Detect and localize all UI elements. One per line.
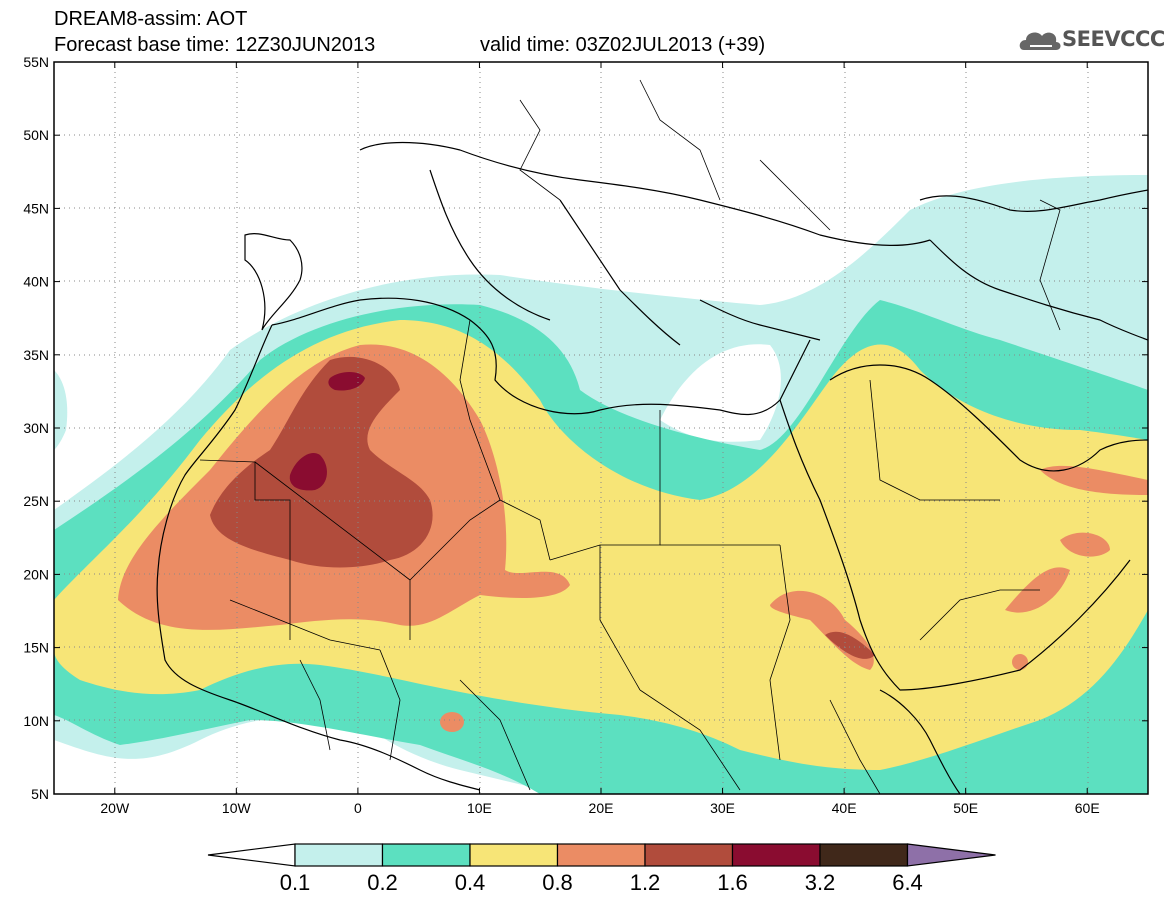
lon-tick-label: 0: [354, 800, 362, 816]
lon-tick-label: 40E: [832, 800, 857, 816]
lat-tick-label: 45N: [23, 200, 49, 216]
colorbar-label: 1.2: [630, 870, 661, 895]
lat-tick-label: 15N: [23, 640, 49, 656]
colorbar-min-arrow: [207, 843, 296, 867]
lon-tick-label: 10E: [467, 800, 492, 816]
valid-time: valid time: 03Z02JUL2013 (+39): [480, 34, 766, 56]
colorbar: [207, 843, 996, 867]
aot-band-1.6: [289, 452, 327, 491]
latitude-axis-labels: 5N 10N 15N 20N 25N 30N 35N 40N 45N 50N 55N: [23, 54, 49, 802]
cloud-icon: [1019, 32, 1061, 50]
colorbar-label: 1.6: [717, 870, 748, 895]
colorbar-label: 0.2: [367, 870, 398, 895]
lon-tick-label: 30E: [710, 800, 735, 816]
lon-tick-label: 10W: [222, 800, 252, 816]
colorbar-label: 0.4: [455, 870, 486, 895]
lat-tick-label: 10N: [23, 713, 49, 729]
coastlines: [156, 141, 1148, 794]
colorbar-swatch: [381, 843, 471, 867]
lat-tick-label: 55N: [23, 54, 49, 70]
colorbar-labels: 0.1 0.2 0.4 0.8 1.2 1.6 3.2 6.4: [280, 870, 923, 895]
colorbar-label: 0.8: [542, 870, 573, 895]
colorbar-label: 0.1: [280, 870, 311, 895]
map-title: DREAM8-assim: AOT: [54, 8, 248, 30]
longitude-axis-labels: 20W 10W 0 10E 20E 30E 40E 50E 60E: [100, 800, 1099, 816]
lon-tick-label: 20W: [100, 800, 130, 816]
aot-band-0.1-west: [54, 370, 68, 450]
lat-tick-label: 50N: [23, 127, 49, 143]
lon-tick-label: 20E: [589, 800, 614, 816]
colorbar-label: 3.2: [805, 870, 836, 895]
colorbar-swatch: [819, 843, 909, 867]
lat-tick-label: 35N: [23, 347, 49, 363]
colorbar-swatch: [556, 843, 646, 867]
colorbar-swatch: [469, 843, 559, 867]
colorbar-swatch: [294, 843, 384, 867]
lat-tick-label: 5N: [31, 786, 49, 802]
colorbar-swatch: [731, 843, 821, 867]
lon-tick-label: 50E: [953, 800, 978, 816]
lat-tick-label: 25N: [23, 493, 49, 509]
lon-tick-label: 60E: [1075, 800, 1100, 816]
colorbar-label: 6.4: [892, 870, 923, 895]
colorbar-swatch: [644, 843, 734, 867]
grid-lines: [54, 62, 1148, 794]
logo-text: SEEVCCC: [1062, 27, 1165, 51]
borders: [199, 79, 1061, 794]
lat-tick-label: 20N: [23, 566, 49, 582]
lat-tick-label: 30N: [23, 420, 49, 436]
colorbar-max-arrow: [906, 843, 996, 867]
forecast-base-time: Forecast base time: 12Z30JUN2013: [54, 34, 376, 56]
lat-tick-label: 40N: [23, 274, 49, 290]
